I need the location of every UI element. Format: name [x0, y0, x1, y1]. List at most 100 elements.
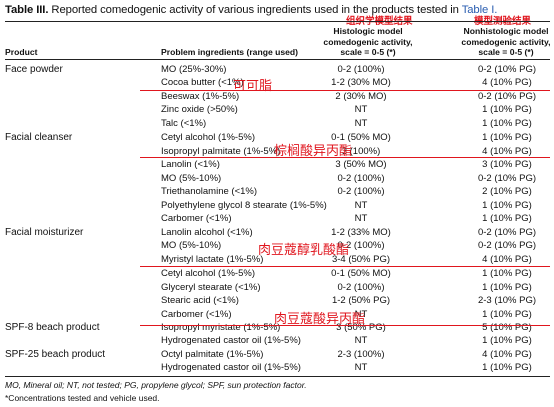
- table-row: SPF-8 beach product Isopropyl myristate (…: [0, 321, 554, 334]
- histologic-cell: 3-4 (50% PG): [331, 254, 391, 265]
- nonhistologic-cell: 1 (10% PG): [482, 104, 532, 115]
- nonhistologic-cell: 0-2 (10% PG): [477, 64, 537, 75]
- histologic-cell: 0-2 (100%): [337, 282, 385, 293]
- table-row: Cetyl alcohol (1%-5%) 0-1 (50% MO) 1 (10% …: [0, 267, 554, 280]
- nonhistologic-cell: 1 (10% PG): [482, 309, 532, 320]
- table-title: Table III. Reported comedogenic activity…: [5, 4, 550, 16]
- ingredient-cell: MO (5%-10%): [161, 173, 222, 184]
- footnote-concentrations: *Concentrations tested and vehicle used.: [5, 393, 160, 403]
- product-cell: SPF-8 beach product: [5, 322, 100, 333]
- table-row: Talc (<1%) NT 1 (10% PG): [0, 117, 554, 130]
- table-row: Triethanolamine (<1%) 0-2 (100%) 2 (10% PG…: [0, 185, 554, 198]
- histologic-cell: NT: [354, 309, 368, 320]
- ingredient-cell: Hydrogenated castor oil (1%-5%): [161, 335, 301, 346]
- histologic-cell: 0-2 (100%): [337, 186, 385, 197]
- nonhistologic-cell: 0-2 (10% PG): [477, 173, 537, 184]
- header-rule: [5, 59, 550, 60]
- table-row: Beeswax (1%-5%) 2 (30% MO) 0-2 (10% PG): [0, 90, 554, 103]
- nonhistologic-cell: 3 (10% PG): [482, 159, 532, 170]
- histologic-cell: 1-2 (33% MO): [331, 227, 391, 238]
- nonhistologic-cell: 0-2 (10% PG): [477, 240, 537, 251]
- nonhistologic-cell: 0-2 (10% PG): [477, 91, 537, 102]
- annotation-isopropyl-myristate: 肉豆蔻酸异丙酯: [274, 311, 366, 326]
- histologic-cell: NT: [354, 362, 368, 373]
- ingredient-cell: Triethanolamine (<1%): [161, 186, 258, 197]
- histologic-cell: NT: [354, 118, 368, 129]
- nonhistologic-cell: 4 (10% PG): [482, 254, 532, 265]
- nonhistologic-cell: 1 (10% PG): [482, 268, 532, 279]
- table-link[interactable]: Table I.: [461, 4, 498, 16]
- annotation-myristyl-lactate: 肉豆蔻醇乳酸酯: [258, 242, 350, 257]
- histologic-cell: 0-1 (50% MO): [331, 268, 391, 279]
- histologic-cell: 1-2 (50% PG): [331, 295, 391, 306]
- header-histologic-line1: Histologic model: [333, 26, 403, 36]
- nonhistologic-cell: 2 (10% PG): [482, 186, 532, 197]
- table-row: Carbomer (<1%) NT 1 (10% PG): [0, 308, 554, 321]
- table-row: Hydrogenated castor oil (1%-5%) NT 1 (10% …: [0, 361, 554, 374]
- table-row: Polyethylene glycol 8 stearate (1%-5%) NT…: [0, 199, 554, 212]
- histologic-cell: NT: [354, 213, 368, 224]
- histologic-cell: 3 (50% PG): [336, 322, 386, 333]
- header-product: Product: [5, 47, 38, 57]
- table-number: Table III.: [5, 4, 49, 16]
- histologic-cell: 0-1 (50% MO): [331, 132, 391, 143]
- header-histologic: Histologic model comedogenic activity, s…: [320, 26, 416, 58]
- histologic-cell: 0-2 (100%): [337, 240, 385, 251]
- table-row: Lanolin (<1%) 3 (50% MO) 3 (10% PG): [0, 158, 554, 171]
- nonhistologic-cell: 4 (10% PG): [482, 77, 532, 88]
- table-row: Glyceryl stearate (<1%) 0-2 (100%) 1 (10% …: [0, 281, 554, 294]
- annotation-underline-isopropyl-myristate: [140, 325, 550, 326]
- annotation-histologic-header: 组织学模型结果: [346, 16, 413, 27]
- ingredient-cell: Isopropyl palmitate (1%-5%): [161, 146, 281, 157]
- header-histologic-line3: scale = 0-5 (*): [340, 47, 396, 58]
- annotation-underline-myristyl-lactate: [140, 266, 550, 267]
- histologic-cell: 0-2 (100%): [337, 173, 385, 184]
- header-nonhistologic-line1: Nonhistologic model: [463, 26, 549, 36]
- top-rule: [5, 21, 550, 22]
- table-row: MO (5%-10%) 0-2 (100%) 0-2 (10% PG): [0, 172, 554, 185]
- table-row: Hydrogenated castor oil (1%-5%) NT 1 (10% …: [0, 334, 554, 347]
- ingredient-cell: Polyethylene glycol 8 stearate (1%-5%): [161, 200, 327, 211]
- nonhistologic-cell: 1 (10% PG): [482, 213, 532, 224]
- annotation-underline-isopropyl-palmitate: [140, 157, 550, 158]
- histologic-cell: 3 (100%): [341, 146, 381, 157]
- ingredient-cell: Beeswax (1%-5%): [161, 91, 240, 102]
- product-cell: Facial moisturizer: [5, 227, 84, 238]
- histologic-cell: NT: [354, 335, 368, 346]
- footnote-abbreviations-text: MO, Mineral oil; NT, not tested; PG, pro…: [5, 380, 307, 390]
- ingredient-cell: Zinc oxide (>50%): [161, 104, 238, 115]
- nonhistologic-cell: 1 (10% PG): [482, 282, 532, 293]
- product-cell: Facial cleanser: [5, 132, 73, 143]
- histologic-cell: 2-3 (100%): [337, 349, 385, 360]
- nonhistologic-cell: 1 (10% PG): [482, 335, 532, 346]
- table-row: Carbomer (<1%) NT 1 (10% PG): [0, 212, 554, 225]
- nonhistologic-cell: 5 (10% PG): [482, 322, 532, 333]
- bottom-rule: [5, 376, 550, 377]
- header-histologic-line2: comedogenic activity,: [323, 36, 413, 47]
- table-row: Facial moisturizer Lanolin alcohol (<1%) 1…: [0, 226, 554, 239]
- nonhistologic-cell: 0-2 (10% PG): [477, 227, 537, 238]
- nonhistologic-cell: 2-3 (10% PG): [477, 295, 537, 306]
- header-nonhistologic: Nonhistologic model comedogenic activity…: [456, 26, 554, 58]
- nonhistologic-cell: 1 (10% PG): [482, 362, 532, 373]
- nonhistologic-cell: 1 (10% PG): [482, 132, 532, 143]
- table-row: Stearic acid (<1%) 1-2 (50% PG) 2-3 (10% P…: [0, 294, 554, 307]
- table-row: Isopropyl palmitate (1%-5%) 3 (100%) 4 (10…: [0, 145, 554, 158]
- ingredient-cell: Stearic acid (<1%): [161, 295, 239, 306]
- ingredient-cell: Myristyl lactate (1%-5%): [161, 254, 264, 265]
- annotation-isopropyl-palmitate: 棕榈酸异丙酯: [274, 143, 353, 158]
- nonhistologic-cell: 4 (10% PG): [482, 146, 532, 157]
- nonhistologic-cell: 1 (10% PG): [482, 118, 532, 129]
- ingredient-cell: Glyceryl stearate (<1%): [161, 282, 261, 293]
- histologic-cell: 3 (50% MO): [335, 159, 387, 170]
- table-row: Myristyl lactate (1%-5%) 3-4 (50% PG) 4 (1…: [0, 253, 554, 266]
- ingredient-cell: MO (25%-30%): [161, 64, 227, 75]
- histologic-cell: NT: [354, 104, 368, 115]
- table-row: SPF-25 beach product Octyl palmitate (1%-…: [0, 348, 554, 361]
- header-nonhistologic-line3: scale = 0-5 (*): [478, 47, 534, 58]
- ingredient-cell: Hydrogenated castor oil (1%-5%): [161, 362, 301, 373]
- table-caption: Reported comedogenic activity of various…: [51, 4, 459, 16]
- annotation-nonhistologic-header: 模型测验结果: [474, 16, 532, 27]
- nonhistologic-cell: 4 (10% PG): [482, 349, 532, 360]
- ingredient-cell: Cetyl alcohol (1%-5%): [161, 132, 255, 143]
